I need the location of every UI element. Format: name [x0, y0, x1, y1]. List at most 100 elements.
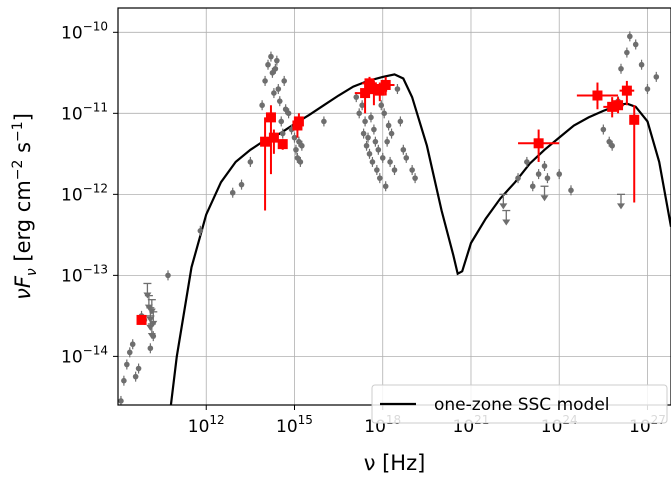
archival-point	[366, 151, 373, 157]
archival-point	[276, 98, 283, 104]
y-tick-label: 10−10	[61, 19, 108, 43]
archival-point	[297, 159, 304, 165]
archival-point	[644, 86, 651, 92]
archival-point	[274, 57, 280, 64]
new-data-point	[265, 112, 276, 123]
archival-point	[299, 142, 305, 149]
archival-point	[197, 228, 204, 234]
archival-point	[371, 126, 377, 133]
upper-limit-arrow	[540, 195, 549, 202]
archival-point	[375, 146, 382, 153]
archival-point	[268, 53, 274, 60]
archival-point	[618, 65, 624, 72]
archival-point	[356, 110, 363, 117]
archival-point	[360, 130, 367, 137]
archival-point	[535, 171, 542, 177]
legend: one-zone SSC model	[371, 384, 668, 424]
new-data-point	[364, 78, 375, 89]
archival-point	[278, 118, 285, 125]
plot-frame	[117, 7, 671, 406]
grid-lines	[118, 8, 671, 405]
legend-box	[371, 384, 668, 424]
archival-data-layer	[118, 31, 660, 405]
archival-point	[294, 155, 301, 161]
archival-point	[291, 134, 298, 141]
archival-point	[606, 138, 613, 145]
archival-point	[388, 130, 395, 137]
upper-limit-arrow	[147, 332, 156, 339]
archival-point	[609, 142, 615, 149]
archival-point	[382, 183, 389, 190]
archival-point	[556, 171, 563, 177]
archival-point	[269, 70, 276, 76]
archival-point	[378, 102, 385, 109]
archival-point	[259, 102, 265, 109]
archival-point	[403, 155, 410, 161]
archival-point	[132, 373, 139, 380]
x-tick-label: 1012	[188, 413, 225, 437]
archival-point	[353, 94, 360, 100]
archival-point	[632, 41, 639, 48]
new-data-point	[268, 132, 279, 143]
new-data-point	[613, 100, 624, 111]
new-data-point	[380, 79, 391, 90]
new-data-point	[607, 101, 618, 112]
archival-point	[126, 349, 133, 356]
new-data-layer	[136, 76, 640, 325]
new-data-point	[629, 114, 640, 125]
archival-point	[124, 361, 130, 368]
archival-point	[372, 138, 379, 145]
y-tick-labels: 10−10 10−11 10−12 10−13 10−14	[61, 19, 108, 367]
archival-point	[272, 65, 279, 72]
archival-point	[262, 78, 268, 84]
y-tick-label: 10−14	[61, 343, 108, 367]
x-axis-label: ν [Hz]	[364, 451, 426, 475]
archival-point	[296, 138, 302, 145]
archival-point	[282, 106, 289, 113]
archival-point	[384, 138, 390, 145]
archival-point	[627, 33, 633, 40]
archival-point	[247, 159, 254, 165]
archival-point	[391, 167, 398, 173]
new-data-point	[374, 85, 385, 96]
archival-point	[412, 175, 418, 181]
y-axis-label: νFν [erg cm−2 s−1]	[10, 113, 40, 300]
archival-point	[279, 130, 286, 137]
y-tick-label: 10−11	[61, 100, 108, 124]
upper-limit-arrow	[616, 203, 625, 210]
archival-point	[529, 183, 536, 190]
archival-point	[281, 78, 287, 84]
model-curve-layer	[169, 73, 671, 405]
archival-point	[369, 159, 376, 165]
model-curve	[169, 73, 671, 405]
archival-point	[293, 146, 299, 153]
new-data-point	[368, 84, 379, 95]
new-data-point	[360, 88, 371, 99]
archival-point	[385, 122, 392, 129]
y-tick-label: 10−12	[61, 181, 108, 205]
new-data-point	[533, 138, 544, 149]
archival-point	[238, 181, 245, 188]
archival-point	[515, 175, 521, 181]
archival-point	[135, 365, 142, 372]
archival-point	[271, 90, 277, 96]
archival-point	[397, 118, 404, 125]
new-data-point	[621, 85, 632, 96]
archival-point	[394, 86, 401, 92]
archival-point	[363, 142, 370, 149]
x-tick-label: 1015	[276, 413, 313, 437]
archival-point	[368, 114, 374, 121]
archival-point	[147, 345, 154, 352]
upper-limit-arrow	[499, 203, 508, 210]
upper-limit-arrow	[149, 320, 158, 327]
archival-point	[321, 118, 327, 125]
new-data-point	[260, 136, 271, 147]
archival-point	[653, 74, 660, 80]
archival-point	[365, 134, 371, 141]
archival-point	[275, 86, 282, 92]
archival-point	[129, 341, 136, 348]
archival-point	[541, 163, 548, 169]
archival-point	[379, 155, 386, 161]
archival-point	[374, 167, 380, 173]
